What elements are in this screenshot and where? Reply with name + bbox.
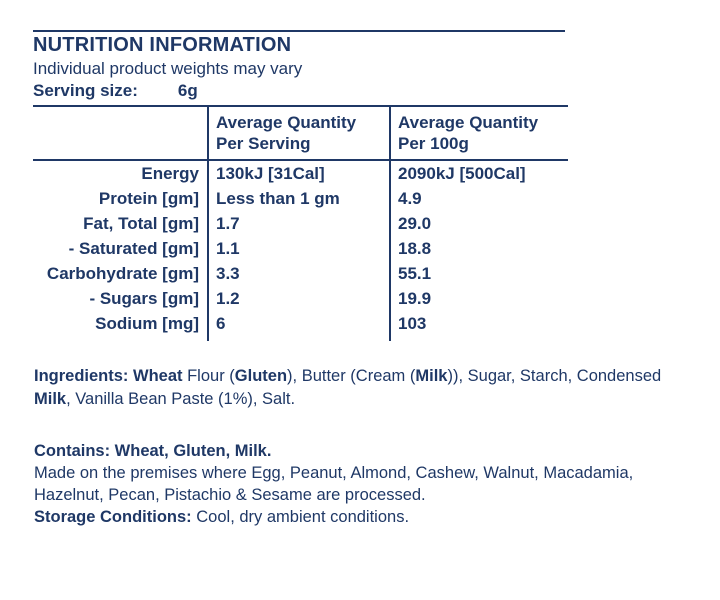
value-per-100g: 103	[389, 311, 568, 336]
table-row-sugars: - Sugars [gm] 1.2 19.9	[33, 286, 568, 311]
facility-warning: Made on the premises where Egg, Peanut, …	[34, 464, 634, 504]
weights-note: Individual product weights may vary	[33, 59, 303, 78]
allergen-milk: Milk	[415, 367, 448, 385]
ingredients-paragraph: Ingredients: Wheat Flour (Gluten), Butte…	[34, 365, 720, 411]
allergen-info-block: Contains: Wheat, Gluten, Milk. Made on t…	[34, 440, 720, 528]
nutrition-table: Average Quantity Per Serving Average Qua…	[33, 105, 568, 341]
value-per-100g: 18.8	[389, 236, 568, 261]
divider-extension-cell	[207, 336, 389, 341]
value-per-100g: 55.1	[389, 261, 568, 286]
storage-conditions-value: Cool, dry ambient conditions.	[191, 508, 410, 526]
table-row-saturated: - Saturated [gm] 1.1 18.8	[33, 236, 568, 261]
row-label: Carbohydrate [gm]	[46, 264, 199, 283]
value-per-100g: 4.9	[389, 186, 568, 211]
storage-conditions-line: Storage Conditions: Cool, dry ambient co…	[34, 506, 720, 528]
ingredient-segment: , Vanilla Bean Paste (1%), Salt.	[66, 390, 296, 408]
value-per-serving: 130kJ [31Cal]	[207, 161, 389, 186]
column-header-per-serving: Average Quantity Per Serving	[207, 107, 389, 159]
table-header-row: Average Quantity Per Serving Average Qua…	[33, 107, 568, 161]
ingredients-label: Ingredients: Wheat	[34, 367, 183, 385]
serving-size-label: Serving size:	[33, 81, 138, 100]
table-row-fat-total: Fat, Total [gm] 1.7 29.0	[33, 211, 568, 236]
storage-conditions-label: Storage Conditions:	[34, 508, 192, 526]
serving-size-line: Serving size: 6g	[33, 81, 198, 101]
value-per-serving: 1.1	[207, 236, 389, 261]
contains-line: Contains: Wheat, Gluten, Milk.	[34, 442, 272, 460]
value-per-serving: Less than 1 gm	[207, 186, 389, 211]
column-header-line: Per 100g	[398, 134, 469, 153]
value-per-serving: 3.3	[207, 261, 389, 286]
table-divider-extension	[33, 336, 568, 341]
row-label: Energy	[141, 164, 199, 183]
table-row-sodium: Sodium [mg] 6 103	[33, 311, 568, 336]
divider-extension-cell	[33, 336, 207, 341]
row-label: Protein [gm]	[98, 189, 199, 208]
value-per-serving: 1.2	[207, 286, 389, 311]
row-label-header-empty	[33, 107, 207, 159]
divider-extension-cell	[389, 336, 568, 341]
row-label: Sodium [mg]	[95, 314, 199, 333]
row-label: - Sugars [gm]	[89, 289, 199, 308]
column-header-line: Average Quantity	[398, 113, 539, 132]
ingredient-segment: ), Butter (Cream (	[287, 367, 416, 385]
value-per-100g: 2090kJ [500Cal]	[389, 161, 568, 186]
column-header-per-100g: Average Quantity Per 100g	[389, 107, 568, 159]
table-row-carbohydrate: Carbohydrate [gm] 3.3 55.1	[33, 261, 568, 286]
column-header-line: Average Quantity	[216, 113, 357, 132]
ingredient-segment: )), Sugar, Starch, Condensed	[447, 367, 662, 385]
row-label: - Saturated [gm]	[68, 239, 199, 258]
serving-size-value: 6g	[177, 81, 198, 100]
value-per-100g: 29.0	[389, 211, 568, 236]
value-per-100g: 19.9	[389, 286, 568, 311]
allergen-milk: Milk	[34, 390, 67, 408]
top-divider	[33, 30, 565, 32]
value-per-serving: 1.7	[207, 211, 389, 236]
table-row-protein: Protein [gm] Less than 1 gm 4.9	[33, 186, 568, 211]
table-row-energy: Energy 130kJ [31Cal] 2090kJ [500Cal]	[33, 161, 568, 186]
value-per-serving: 6	[207, 311, 389, 336]
row-label: Fat, Total [gm]	[83, 214, 199, 233]
ingredient-segment: Flour (	[182, 367, 235, 385]
allergen-gluten: Gluten	[234, 367, 288, 385]
page-title: NUTRITION INFORMATION	[33, 34, 292, 56]
column-header-line: Per Serving	[216, 134, 311, 153]
